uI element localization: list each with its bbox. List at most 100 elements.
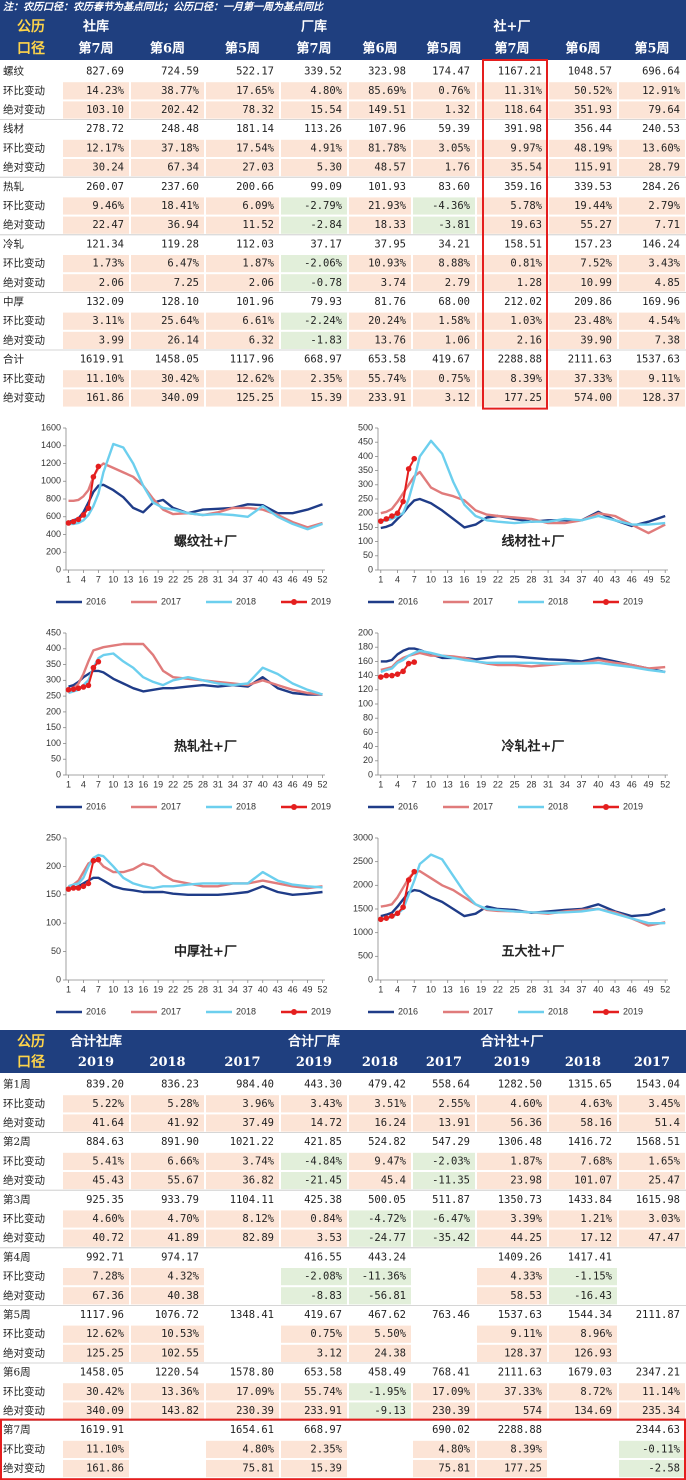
legend-label: 2016 bbox=[86, 596, 106, 606]
cell-bg bbox=[63, 1287, 129, 1305]
y-tick-label: 2000 bbox=[353, 880, 373, 890]
cell-value: 30.42% bbox=[86, 1386, 125, 1398]
series-marker bbox=[80, 684, 87, 690]
series-line bbox=[68, 483, 323, 524]
cell-bg bbox=[131, 331, 204, 349]
cell-bg bbox=[349, 1172, 411, 1190]
series-marker bbox=[383, 516, 390, 522]
x-tick-label: 46 bbox=[288, 779, 298, 789]
column-header: 2017 bbox=[426, 1055, 462, 1070]
cell-value: 12.91% bbox=[642, 85, 681, 97]
row-label: 绝对变动 bbox=[3, 1231, 45, 1244]
row-label: 绝对变动 bbox=[3, 391, 45, 404]
cell-value: 1.03% bbox=[510, 315, 542, 327]
cell-value: 1.32 bbox=[445, 104, 470, 116]
x-tick-label: 10 bbox=[108, 984, 118, 994]
legend-marker bbox=[291, 804, 297, 810]
column-header: 2018 bbox=[149, 1055, 185, 1070]
x-tick-label: 13 bbox=[443, 984, 453, 994]
cell-value: 2111.87 bbox=[636, 1309, 680, 1321]
cell-bg bbox=[413, 216, 475, 234]
cell-value: -0.11% bbox=[642, 1443, 681, 1455]
cell-value: 8.39% bbox=[510, 373, 542, 385]
x-tick-label: 31 bbox=[543, 984, 553, 994]
cell-value: 763.46 bbox=[432, 1309, 470, 1321]
cell-bg bbox=[206, 1114, 279, 1132]
x-tick-label: 4 bbox=[395, 574, 400, 584]
row-label: 第1周 bbox=[3, 1078, 31, 1091]
cell-bg bbox=[477, 1460, 547, 1478]
cell-value: -2.58 bbox=[648, 1463, 680, 1475]
series-marker bbox=[389, 672, 395, 679]
y-tick-label: 100 bbox=[358, 698, 373, 708]
cell-value: 3.12 bbox=[317, 1347, 342, 1359]
cell-bg bbox=[349, 1383, 411, 1401]
cell-value: -2.06% bbox=[304, 258, 343, 270]
cell-bg bbox=[63, 1383, 129, 1401]
cell-bg bbox=[549, 1172, 617, 1190]
x-tick-label: 4 bbox=[81, 984, 86, 994]
x-tick-label: 1 bbox=[66, 984, 71, 994]
cell-bg bbox=[349, 370, 411, 388]
cell-bg bbox=[281, 82, 347, 100]
cell-bg bbox=[281, 1440, 347, 1458]
cell-bg bbox=[63, 389, 129, 407]
chart-title: 五大社+厂 bbox=[502, 944, 565, 960]
cell-value: 17.65% bbox=[236, 85, 275, 97]
cell-value: 48.19% bbox=[574, 142, 613, 154]
cell-bg bbox=[477, 370, 547, 388]
corner-label: 公历 bbox=[17, 19, 45, 35]
cell-value: 233.91 bbox=[304, 1405, 342, 1417]
cell-value: 574.00 bbox=[574, 392, 612, 404]
cell-value: 21.93% bbox=[368, 200, 407, 212]
x-tick-label: 25 bbox=[510, 984, 520, 994]
cell-bg bbox=[549, 389, 617, 407]
cell-bg bbox=[549, 1095, 617, 1113]
highlight-box bbox=[482, 59, 548, 410]
cell-value: 41.92 bbox=[167, 1117, 199, 1129]
cell-value: -2.24% bbox=[304, 315, 343, 327]
cell-value: 7.38 bbox=[655, 334, 680, 346]
series-marker bbox=[65, 687, 72, 693]
cell-value: 6.32 bbox=[249, 334, 274, 346]
cell-bg bbox=[281, 312, 347, 330]
cell-value: 5.41% bbox=[92, 1155, 124, 1167]
cell-value: 4.63% bbox=[580, 1098, 612, 1110]
cell-bg bbox=[206, 101, 279, 119]
cell-bg bbox=[281, 1172, 347, 1190]
cell-value: 2.35% bbox=[310, 373, 342, 385]
cell-value: 891.90 bbox=[161, 1136, 199, 1148]
cell-value: 500.05 bbox=[368, 1194, 406, 1206]
cell-value: 40.72 bbox=[92, 1232, 124, 1244]
cell-value: -1.95% bbox=[368, 1386, 407, 1398]
cell-value: 278.72 bbox=[86, 123, 124, 135]
series-line bbox=[68, 669, 323, 696]
legend-label: 2017 bbox=[473, 596, 493, 606]
cell-value: 18.41% bbox=[161, 200, 200, 212]
cell-value: 56.36 bbox=[510, 1117, 542, 1129]
cell-value: 653.58 bbox=[304, 1367, 342, 1379]
cell-bg bbox=[63, 216, 129, 234]
legend-label: 2019 bbox=[623, 596, 643, 606]
cell-value: 1.76 bbox=[445, 162, 470, 174]
y-tick-label: 0 bbox=[368, 769, 373, 779]
series-line bbox=[380, 869, 666, 927]
y-tick-label: 100 bbox=[358, 536, 373, 546]
cell-bg bbox=[549, 216, 617, 234]
cell-value: 7.52% bbox=[580, 258, 612, 270]
cell-bg bbox=[63, 255, 129, 273]
x-tick-label: 34 bbox=[228, 779, 238, 789]
x-tick-label: 10 bbox=[426, 984, 436, 994]
cell-value: -2.08% bbox=[304, 1271, 343, 1283]
cell-value: 1433.84 bbox=[568, 1194, 612, 1206]
cell-bg bbox=[63, 1325, 129, 1343]
cell-bg bbox=[131, 1383, 204, 1401]
cell-bg bbox=[206, 139, 279, 157]
cell-value: 75.81 bbox=[242, 1463, 274, 1475]
legend-label: 2017 bbox=[473, 1006, 493, 1016]
cell-bg bbox=[281, 139, 347, 157]
cell-bg bbox=[131, 1268, 204, 1286]
group-header: 社库 bbox=[82, 18, 109, 34]
cell-value: 101.07 bbox=[574, 1175, 612, 1187]
cell-value: 38.77% bbox=[161, 85, 200, 97]
